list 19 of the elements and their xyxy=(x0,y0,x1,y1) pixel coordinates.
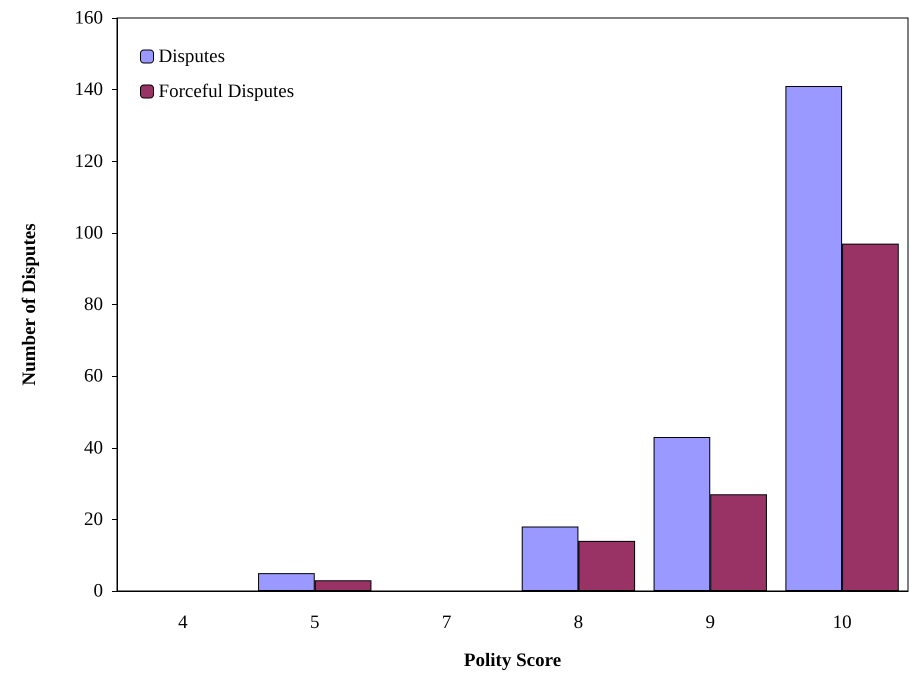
legend-label: Disputes xyxy=(158,46,225,67)
x-tick-label: 7 xyxy=(442,612,452,633)
y-tick-label: 40 xyxy=(84,437,103,458)
y-tick-label: 20 xyxy=(84,508,103,530)
y-tick-label: 100 xyxy=(74,222,103,244)
y-axis-title: Number of Disputes xyxy=(19,223,40,386)
x-tick-label: 8 xyxy=(574,612,584,633)
x-tick-label: 9 xyxy=(706,612,715,633)
legend-label: Forceful Disputes xyxy=(158,81,294,102)
x-tick-label: 10 xyxy=(832,612,852,633)
x-tick-label: 4 xyxy=(178,612,188,633)
y-tick-label: 80 xyxy=(84,294,103,315)
y-tick-label: 140 xyxy=(74,79,103,100)
y-tick-label: 0 xyxy=(94,580,103,602)
y-tick-label: 120 xyxy=(74,150,103,172)
x-axis-title: Polity Score xyxy=(464,650,562,671)
y-tick-label: 160 xyxy=(74,8,103,28)
x-tick-label: 5 xyxy=(310,612,320,633)
y-tick-label: 60 xyxy=(84,366,103,387)
